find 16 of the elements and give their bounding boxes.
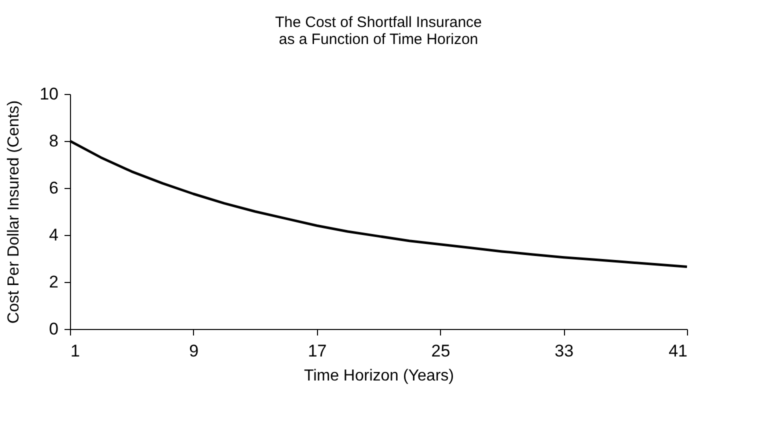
y-tick-label: 4 (49, 226, 58, 244)
x-tick-label: 41 (668, 342, 688, 360)
y-axis-title: Cost Per Dollar Insured (Cents) (6, 100, 23, 324)
x-tick-label: 9 (189, 342, 199, 360)
x-tick-label: 25 (431, 342, 450, 360)
x-axis-title: Time Horizon (Years) (304, 368, 454, 384)
y-tick-label: 8 (49, 132, 58, 150)
x-tick-label: 33 (554, 342, 574, 360)
y-tick-label: 0 (49, 320, 58, 338)
y-tick-label: 10 (40, 84, 58, 104)
y-tick-label: 6 (49, 178, 58, 198)
text: The Cost of Shortfall Insurance (275, 14, 482, 31)
x-tick-label: 1 (70, 342, 80, 360)
y-tick-label: 2 (49, 272, 58, 292)
text: as a Function of Time Horizon (278, 31, 478, 48)
x-tick-label: 17 (308, 342, 327, 360)
